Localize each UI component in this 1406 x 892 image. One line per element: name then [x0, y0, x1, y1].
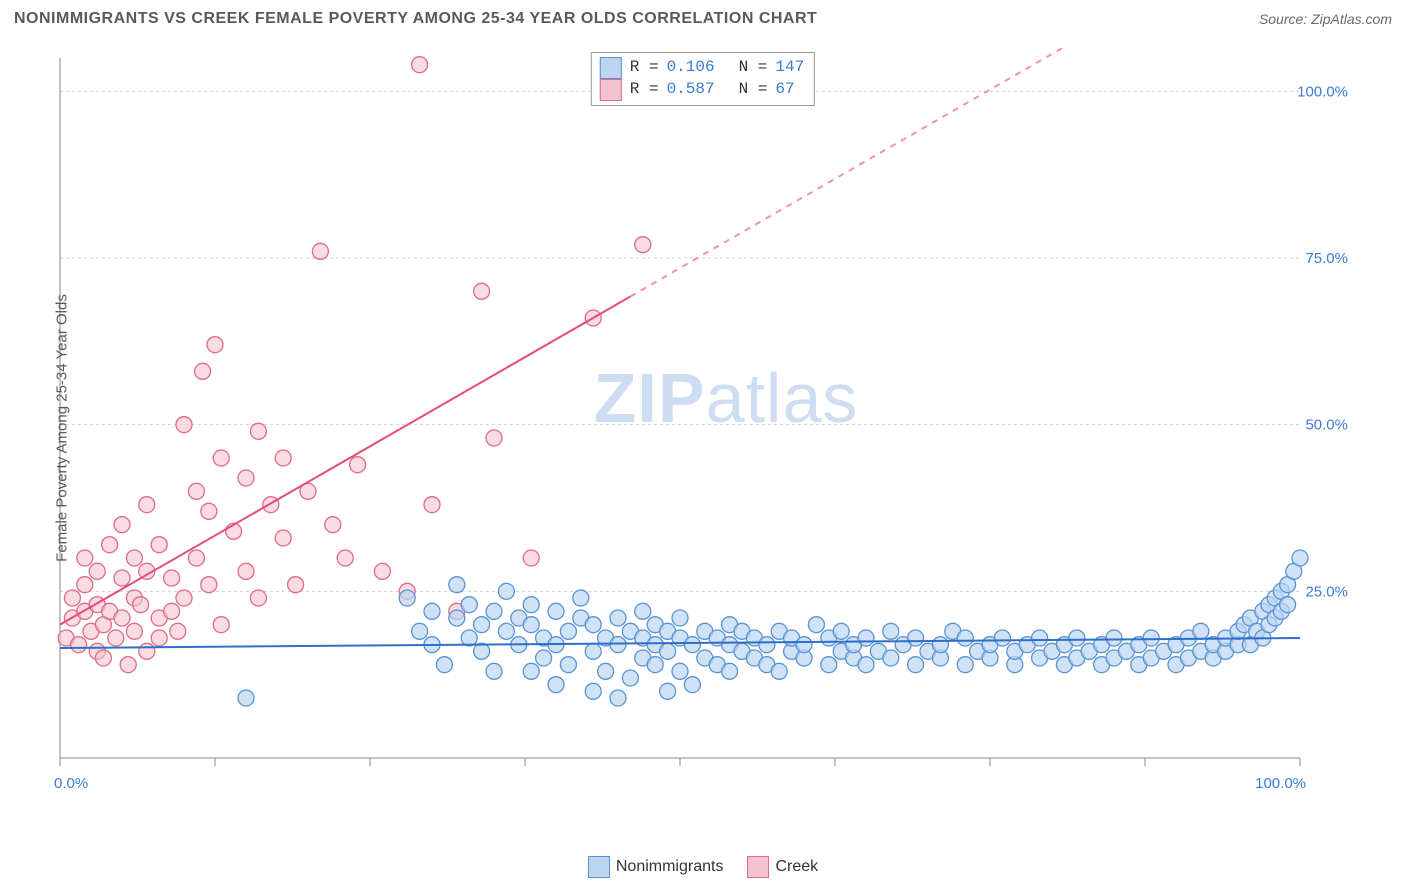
title-row: NONIMMIGRANTS VS CREEK FEMALE POVERTY AM… — [0, 0, 1406, 34]
legend-swatch — [588, 856, 610, 878]
legend-label: Nonimmigrants — [616, 858, 724, 876]
legend-n-value: 147 — [775, 57, 804, 79]
legend-row: R = 0.106 N = 147 — [600, 57, 804, 79]
svg-text:100.0%: 100.0% — [1297, 83, 1348, 100]
source-attribution: Source: ZipAtlas.com — [1259, 11, 1392, 27]
chart-area: Female Poverty Among 25-34 Year Olds 25.… — [50, 48, 1350, 808]
scatter-chart: 25.0% 50.0% 75.0% 100.0% 0.0% 100.0% — [50, 48, 1350, 808]
legend-n-value: 67 — [775, 79, 794, 101]
legend-row: R = 0.587 N = 67 — [600, 79, 804, 101]
legend-item: Nonimmigrants — [588, 856, 724, 878]
legend-n-label: N = — [739, 57, 768, 79]
legend-r-label: R = — [630, 79, 659, 101]
svg-text:25.0%: 25.0% — [1305, 583, 1348, 600]
legend-swatch — [600, 79, 622, 101]
svg-text:0.0%: 0.0% — [54, 775, 88, 792]
legend-n-label: N = — [739, 79, 768, 101]
correlation-legend: R = 0.106 N = 147 R = 0.587 N = 67 — [591, 52, 815, 106]
legend-item: Creek — [747, 856, 818, 878]
legend-r-value: 0.106 — [667, 57, 715, 79]
legend-r-value: 0.587 — [667, 79, 715, 101]
y-axis-label: Female Poverty Among 25-34 Year Olds — [54, 294, 71, 562]
legend-r-label: R = — [630, 57, 659, 79]
legend-swatch — [747, 856, 769, 878]
svg-text:50.0%: 50.0% — [1305, 417, 1348, 434]
chart-title: NONIMMIGRANTS VS CREEK FEMALE POVERTY AM… — [14, 10, 817, 28]
svg-text:75.0%: 75.0% — [1305, 250, 1348, 267]
legend-label: Creek — [775, 858, 818, 876]
series-legend: Nonimmigrants Creek — [0, 856, 1406, 878]
svg-text:100.0%: 100.0% — [1255, 775, 1306, 792]
legend-swatch — [600, 57, 622, 79]
